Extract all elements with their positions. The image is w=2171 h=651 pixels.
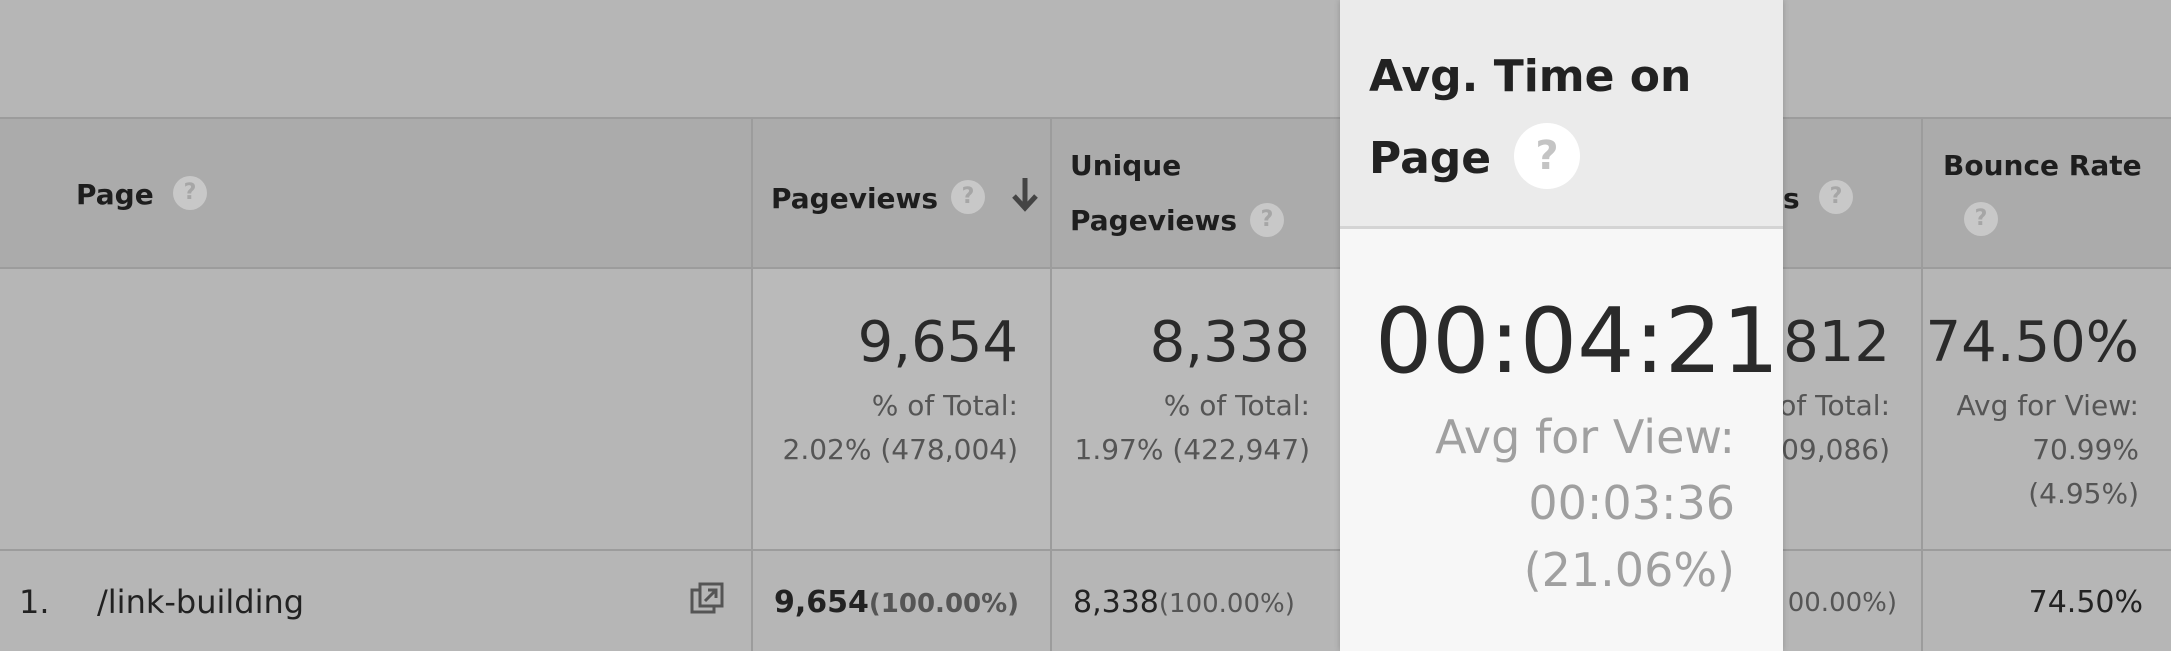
help-icon[interactable]: ? — [951, 180, 985, 214]
total-note: 2.02% (478,004) — [782, 433, 1018, 466]
totals-band — [752, 267, 1340, 551]
cell-percent: (100.00%) — [1158, 589, 1295, 619]
help-icon[interactable]: ? — [1514, 123, 1580, 189]
total-value: 9,654 — [857, 310, 1018, 375]
spotlight-note: (21.06%) — [1523, 543, 1735, 597]
column-header[interactable]: Bounce Rate — [1943, 149, 2142, 182]
total-value: 8,338 — [1149, 310, 1310, 375]
total-value: 74.50% — [1925, 310, 2139, 375]
cell: 9,654(100.00%) — [774, 588, 1019, 618]
cell-value: 74.50% — [2028, 585, 2143, 620]
spotlight-note: Avg for View: — [1435, 410, 1735, 464]
open-link-icon[interactable] — [690, 582, 724, 616]
total-value: ,812 — [1765, 310, 1890, 375]
help-icon[interactable]: ? — [1819, 180, 1853, 214]
spotlight-title: Page — [1369, 133, 1492, 184]
cell-value: 8,338 — [1073, 585, 1159, 620]
total-note: % of Total: — [1163, 389, 1310, 422]
page-link[interactable]: /link-building — [97, 583, 305, 621]
spotlight-value: 00:04:21 — [1375, 289, 1780, 394]
column-header[interactable]: Pageviews — [1070, 204, 1238, 237]
column-header[interactable]: s — [1783, 182, 1800, 215]
help-icon[interactable]: ? — [173, 176, 207, 210]
column-header[interactable]: Unique — [1070, 149, 1182, 182]
total-note: 70.99% — [2032, 433, 2139, 466]
cell-percent: 00.00%) — [1787, 588, 1897, 618]
spotlight-note: 00:03:36 — [1528, 476, 1735, 530]
column-header[interactable]: Pageviews — [771, 182, 939, 215]
total-note: Avg for View: — [1956, 389, 2139, 422]
cell-value: 9,654 — [774, 585, 869, 620]
row-index: 1. — [19, 583, 50, 621]
spotlight: Avg. Time on Page ? 00:04:21 Avg for Vie… — [1340, 0, 1783, 651]
border — [1050, 118, 1052, 651]
border — [0, 117, 2171, 119]
cell: 8,338(100.00%) — [1073, 588, 1295, 618]
total-note: (4.95%) — [2028, 477, 2139, 510]
border — [0, 549, 2171, 551]
total-note: 09,086) — [1781, 433, 1890, 466]
cell-percent: (100.00%) — [868, 589, 1020, 619]
total-note: % of Total: — [871, 389, 1018, 422]
border — [751, 118, 753, 651]
sort-arrow[interactable] — [1010, 176, 1040, 214]
spotlight-header — [1340, 0, 1783, 229]
header-row — [0, 118, 2171, 267]
border — [1921, 118, 1923, 651]
border — [0, 267, 2171, 269]
help-icon[interactable]: ? — [1964, 202, 1998, 236]
help-icon[interactable]: ? — [1250, 203, 1284, 237]
spotlight-title: Avg. Time on — [1369, 51, 1692, 102]
column-header[interactable]: Page — [76, 178, 154, 211]
total-note: of Total: — [1779, 389, 1890, 422]
total-note: 1.97% (422,947) — [1074, 433, 1310, 466]
